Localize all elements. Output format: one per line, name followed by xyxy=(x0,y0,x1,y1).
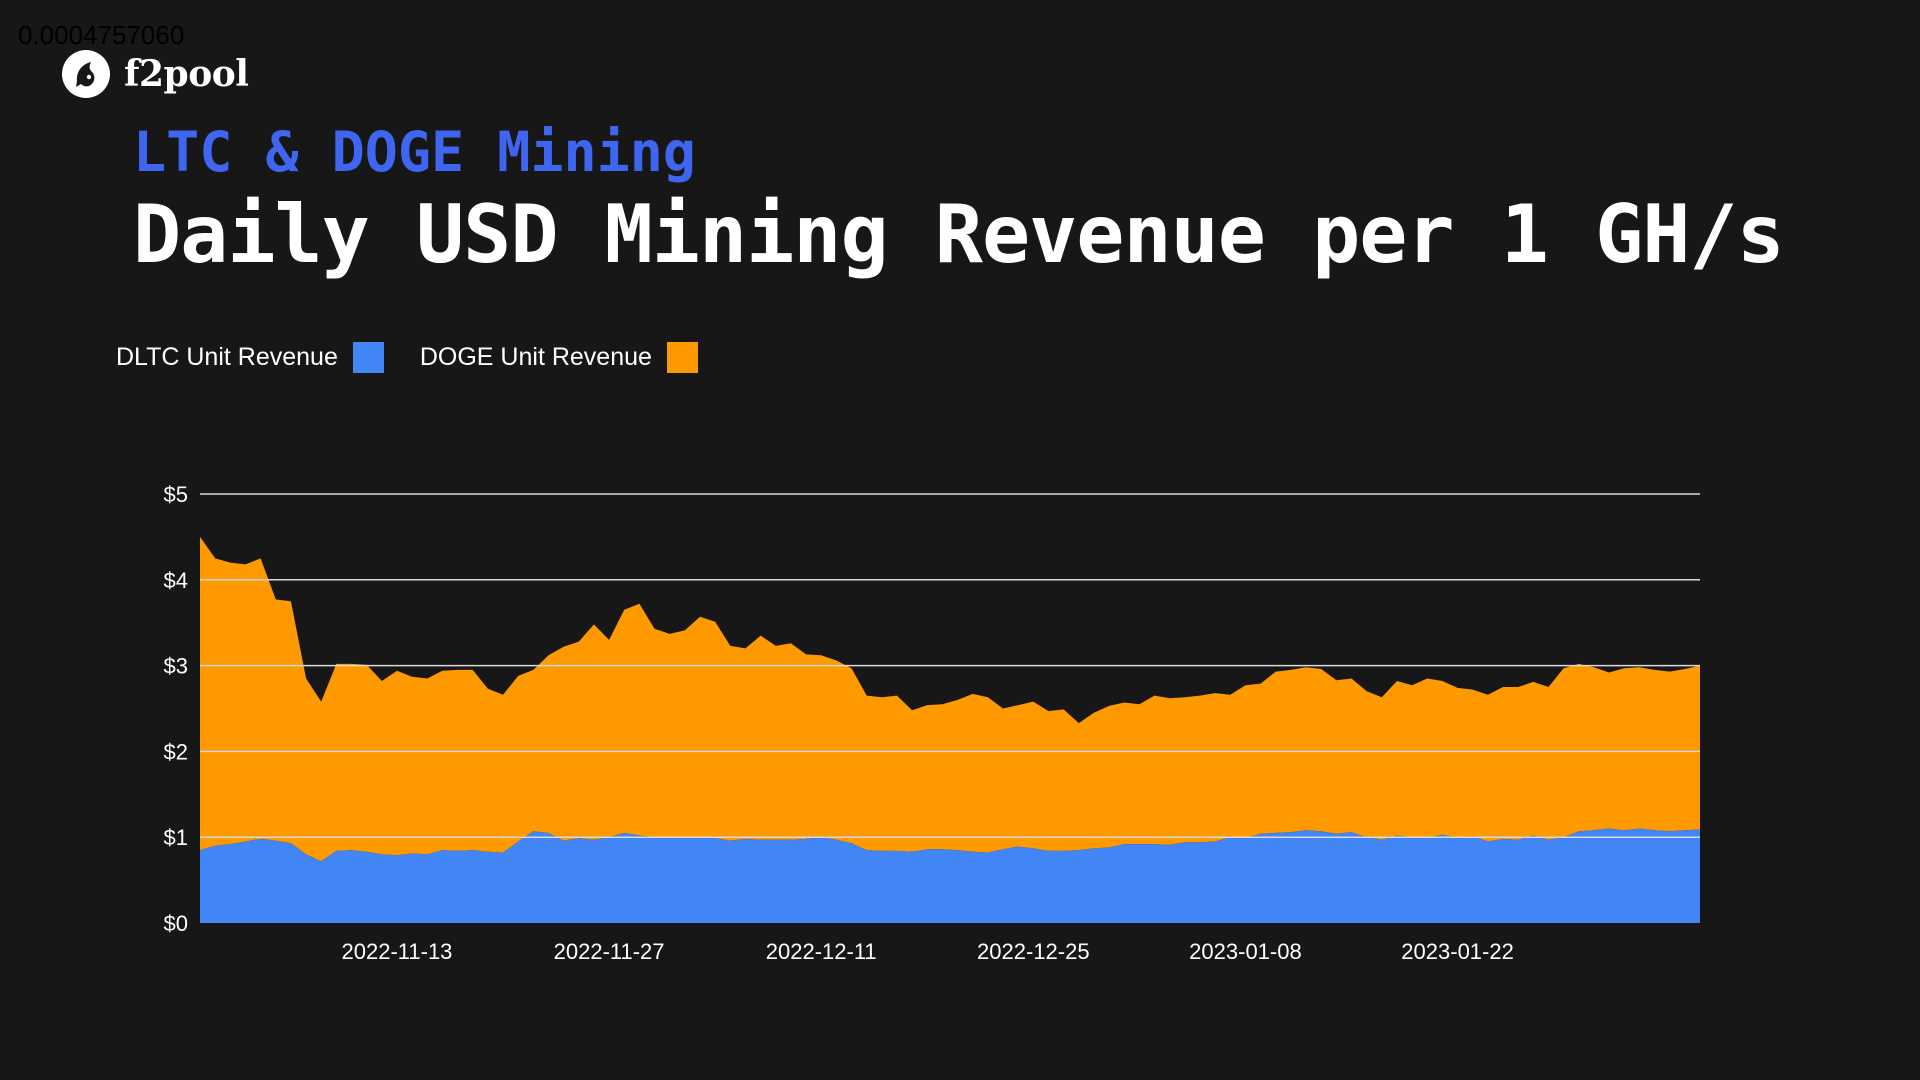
legend-swatch-ltc xyxy=(352,342,384,373)
corner-value-readout: 0.0004757060 xyxy=(18,20,185,50)
y-tick-label: $4 xyxy=(164,568,188,593)
x-tick-label: 2022-11-13 xyxy=(342,939,453,964)
y-tick-label: $0 xyxy=(164,911,188,936)
series-area-ltc xyxy=(200,828,1700,923)
x-tick-label: 2023-01-22 xyxy=(1401,939,1514,964)
chart-legend: DLTC Unit Revenue DOGE Unit Revenue xyxy=(116,342,734,373)
f2pool-fish-icon xyxy=(62,50,110,98)
y-tick-label: $1 xyxy=(164,825,188,850)
legend-label-ltc: DLTC Unit Revenue xyxy=(116,343,338,371)
y-tick-label: $3 xyxy=(164,654,188,679)
legend-swatch-doge xyxy=(666,342,698,373)
y-tick-label: $5 xyxy=(164,482,188,507)
legend-item-doge: DOGE Unit Revenue xyxy=(420,342,698,373)
x-tick-label: 2022-12-11 xyxy=(766,939,877,964)
y-tick-label: $2 xyxy=(164,739,188,764)
logo-text: f2pool xyxy=(124,53,249,95)
series-area-doge xyxy=(200,536,1700,862)
x-tick-label: 2022-11-27 xyxy=(554,939,665,964)
x-tick-label: 2022-12-25 xyxy=(977,939,1090,964)
x-tick-label: 2023-01-08 xyxy=(1189,939,1302,964)
page-subtitle: LTC & DOGE Mining xyxy=(133,120,696,184)
legend-label-doge: DOGE Unit Revenue xyxy=(419,343,652,371)
page-title: Daily USD Mining Revenue per 1 GH/s xyxy=(133,188,1785,281)
legend-item-ltc: DLTC Unit Revenue xyxy=(116,342,384,373)
f2pool-logo: f2pool xyxy=(62,50,249,98)
